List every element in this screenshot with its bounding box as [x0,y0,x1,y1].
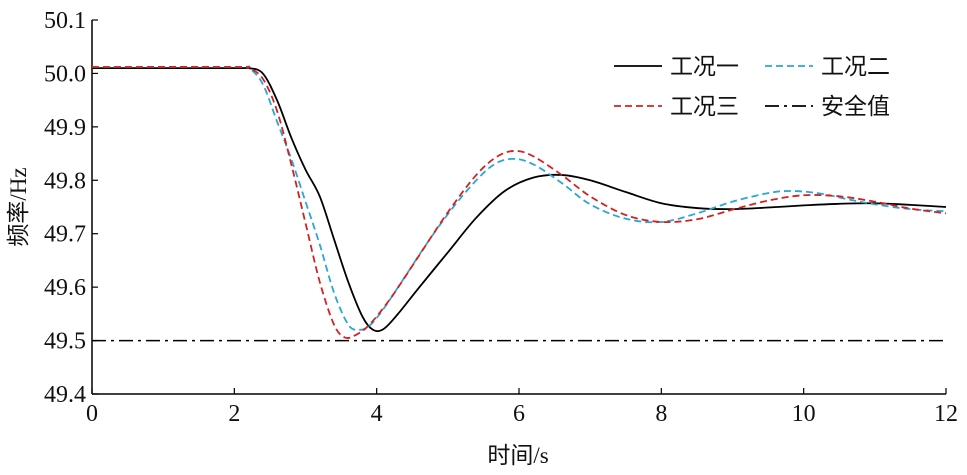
series-line-case-2 [91,65,947,331]
y-tick-label: 49.9 [44,115,86,141]
y-tick-label: 50.1 [44,8,86,34]
series-lines [91,65,947,342]
x-axis-label: 时间/s [487,443,548,468]
y-axis-label: 频率/Hz [6,167,31,246]
y-tick-label: 50.0 [44,61,86,87]
x-tick-label: 12 [934,401,958,427]
x-tick-label: 10 [792,401,816,427]
series-line-case-3 [91,65,947,339]
y-tick-label: 49.5 [44,329,86,355]
legend-label-case-3: 工况三 [670,94,739,119]
x-tick-label: 6 [513,401,525,427]
axes: 0 2 4 6 8 10 12 49.4 49.5 49.6 49.7 49.8 49.9 50.0 50.… [44,8,958,427]
legend-label-case-1: 工况一 [670,54,739,79]
x-tick-label: 0 [86,401,98,427]
y-tick-label: 49.4 [44,382,86,408]
legend-label-safety-value: 安全值 [821,94,890,119]
series-line-case-1 [92,66,947,333]
legend-label-case-2: 工况二 [821,54,890,79]
y-tick-label: 49.7 [44,222,86,248]
y-tick-label: 49.6 [44,275,86,301]
x-tick-label: 4 [371,401,383,427]
x-tick-label: 8 [655,401,667,427]
x-tick-label: 2 [228,401,240,427]
y-tick-label: 49.8 [44,168,86,194]
